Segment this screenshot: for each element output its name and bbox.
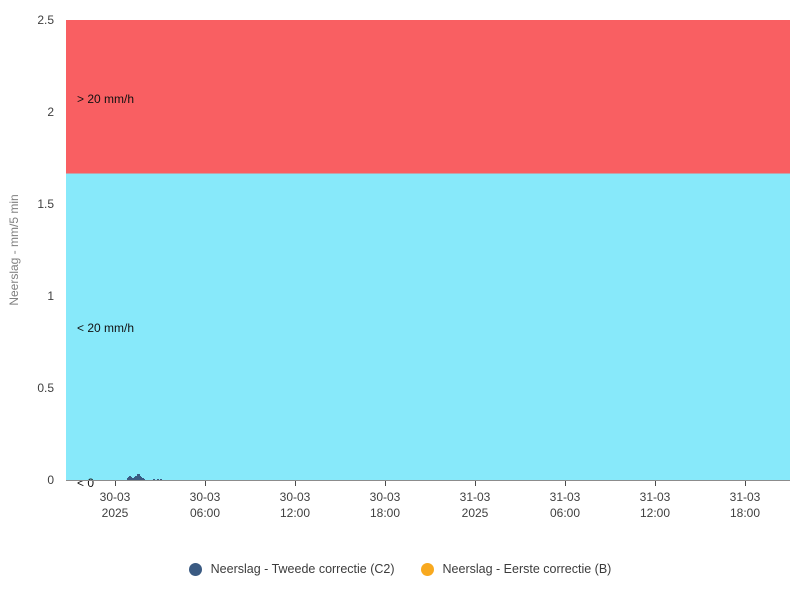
precipitation-bar [152, 478, 155, 480]
x-tick-label: 30-03 18:00 [369, 490, 401, 520]
x-tick-label: 30-03 06:00 [189, 490, 221, 520]
x-tick-label: 31-03 2025 [459, 490, 491, 520]
precipitation-bar [127, 477, 130, 480]
precipitation-bar [132, 478, 135, 480]
precipitation-bar [135, 475, 138, 480]
chart-legend: Neerslag - Tweede correctie (C2) Neerslag… [0, 562, 800, 576]
band-threshold-line [66, 173, 790, 175]
precipitation-bar [131, 477, 134, 480]
y-tick-label: 1 [47, 289, 54, 303]
band-below-20mmh [66, 174, 790, 480]
legend-dot-icon [188, 562, 202, 576]
x-tick-mark [565, 481, 566, 486]
precipitation-bar [156, 478, 159, 480]
precipitation-bar [137, 473, 140, 480]
x-tick-mark [385, 481, 386, 486]
precipitation-bar [130, 477, 133, 480]
x-tick-label: 31-03 18:00 [729, 490, 761, 520]
precipitation-bar [136, 474, 139, 480]
legend-dot-icon [420, 562, 434, 576]
legend-label: Neerslag - Eerste correctie (B) [442, 562, 612, 576]
y-tick-label: 1.5 [37, 197, 54, 211]
precipitation-bar [139, 475, 141, 480]
x-tick-mark [475, 481, 476, 486]
precipitation-bar [129, 476, 131, 480]
y-tick-label: 0 [47, 473, 54, 487]
x-tick-label: 30-03 2025 [99, 490, 131, 520]
precipitation-bar [142, 478, 145, 480]
y-tick-label: 2.5 [37, 13, 54, 27]
x-tick-mark [655, 481, 656, 486]
x-tick-mark [295, 481, 296, 486]
band-label-below-20mmh: < 20 mm/h [77, 321, 135, 335]
x-tick-mark [745, 481, 746, 486]
legend-label: Neerslag - Tweede correctie (C2) [210, 562, 395, 576]
precipitation-bar [141, 478, 144, 480]
precipitation-bar [134, 477, 136, 480]
legend-item-eerste-correctie[interactable]: Neerslag - Eerste correctie (B) [420, 562, 612, 576]
plot-area[interactable] [66, 20, 790, 480]
band-label-negative: < 0 [77, 476, 95, 490]
x-tick-label: 31-03 06:00 [549, 490, 581, 520]
y-tick-label: 0.5 [37, 381, 54, 395]
x-tick-mark [115, 481, 116, 486]
x-tick-label: 31-03 12:00 [639, 490, 671, 520]
precipitation-bar [140, 477, 143, 480]
precipitation-bar [160, 478, 163, 480]
legend-item-tweede-correctie[interactable]: Neerslag - Tweede correctie (C2) [188, 562, 395, 576]
x-tick-label: 30-03 12:00 [279, 490, 311, 520]
y-tick-label: 2 [47, 105, 54, 119]
band-above-20mmh [66, 20, 790, 174]
x-tick-mark [205, 481, 206, 486]
band-label-above-20mmh: > 20 mm/h [77, 92, 135, 106]
x-axis-line [66, 480, 790, 481]
precipitation-bar [126, 478, 129, 480]
